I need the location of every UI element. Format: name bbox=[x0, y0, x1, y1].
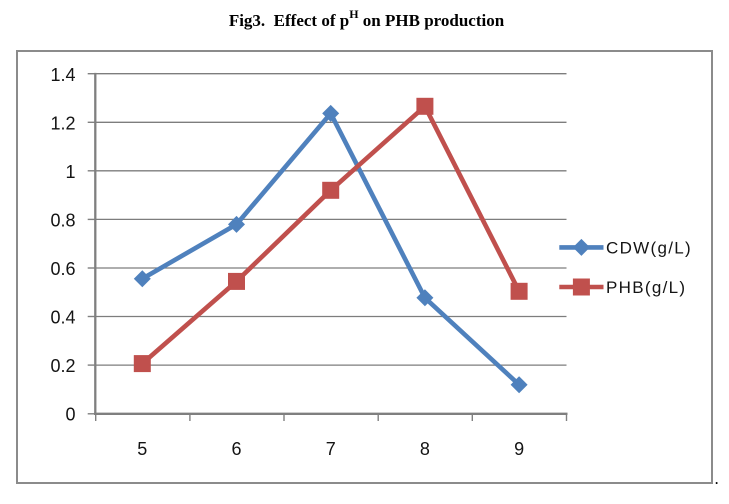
svg-text:0.8: 0.8 bbox=[50, 211, 75, 231]
svg-text:6: 6 bbox=[231, 439, 241, 459]
svg-text:5: 5 bbox=[137, 439, 147, 459]
svg-text:1.4: 1.4 bbox=[50, 65, 75, 85]
svg-text:7: 7 bbox=[326, 439, 336, 459]
svg-text:1: 1 bbox=[65, 162, 75, 182]
svg-text:8: 8 bbox=[420, 439, 430, 459]
svg-text:0.2: 0.2 bbox=[50, 356, 75, 376]
svg-text:0: 0 bbox=[65, 405, 75, 425]
svg-text:0.6: 0.6 bbox=[50, 259, 75, 279]
svg-text:CDW(g/L): CDW(g/L) bbox=[606, 238, 692, 257]
svg-text:9: 9 bbox=[514, 439, 524, 459]
svg-text:PHB(g/L): PHB(g/L) bbox=[606, 278, 686, 297]
svg-text:0.4: 0.4 bbox=[50, 308, 75, 328]
svg-text:1.2: 1.2 bbox=[50, 113, 75, 133]
